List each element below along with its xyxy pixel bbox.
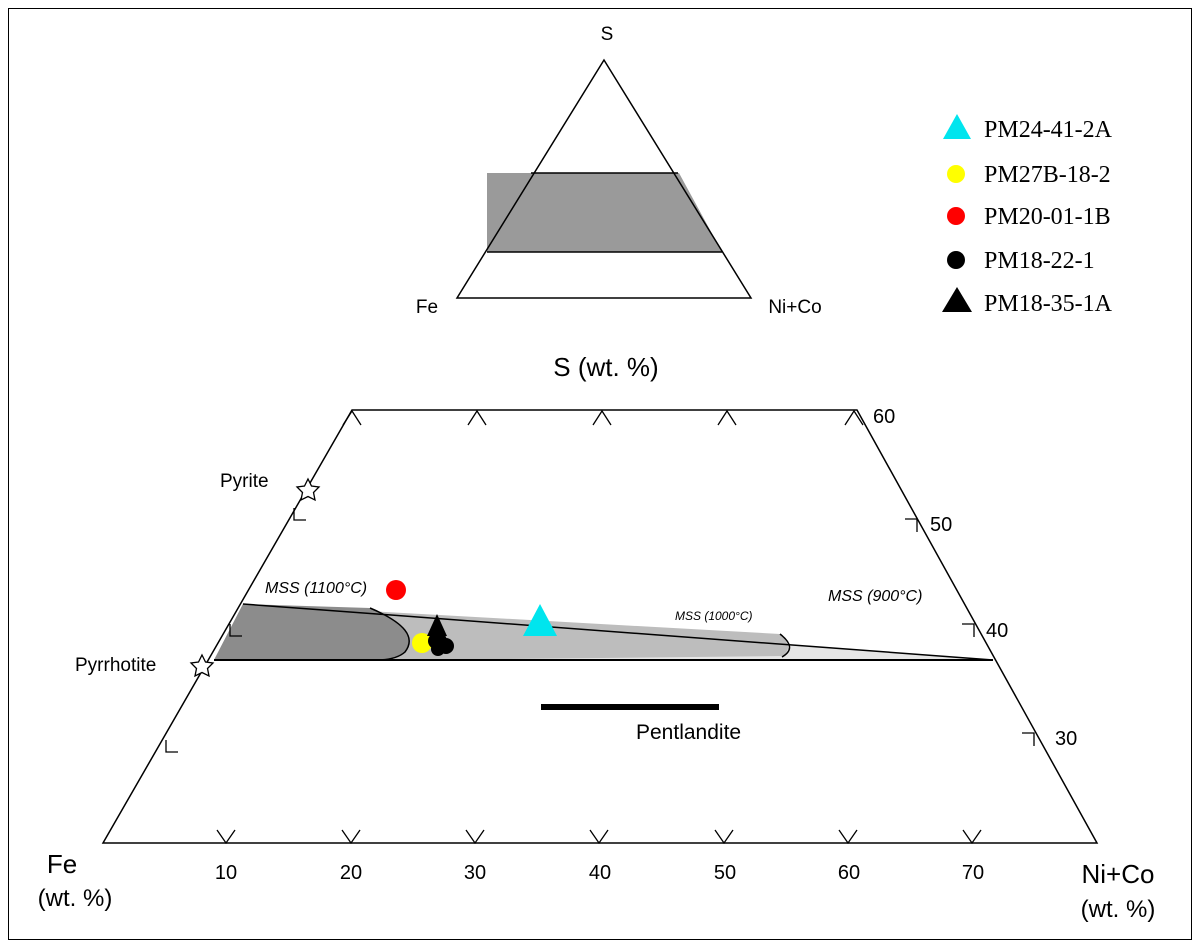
top-edge-ticks — [342, 409, 864, 426]
bottom-tick-label-10: 10 — [215, 862, 237, 884]
mss-1000-boundary — [779, 633, 791, 658]
pyrrhotite-label: Pyrrhotite — [75, 655, 156, 676]
nico-corner-unit: (wt. %) — [1081, 896, 1156, 923]
bottom-tick-label-60: 60 — [838, 862, 860, 884]
sample-pm27b-18-2 — [412, 633, 432, 653]
bottom-tick-label-20: 20 — [340, 862, 362, 884]
inset-ternary: S Fe Ni+Co — [416, 24, 822, 318]
right-edge-ticks — [905, 518, 1035, 746]
figure-frame — [8, 8, 1192, 940]
legend-marker-pm18-22 — [947, 251, 965, 269]
legend-label-pm18-35: PM18-35-1A — [984, 291, 1113, 317]
pentlandite-label: Pentlandite — [636, 721, 741, 744]
sample-pm20-01-1b — [386, 580, 406, 600]
sample-cluster-pm18 — [427, 614, 454, 656]
inset-triangle — [455, 58, 753, 299]
sample-pm18-22-1-c — [431, 642, 445, 656]
legend-marker-pm20 — [947, 207, 965, 225]
legend-label-pm18-22: PM18-22-1 — [984, 248, 1095, 274]
inset-right-label: Ni+Co — [768, 297, 821, 318]
legend-marker-pm24 — [943, 114, 971, 139]
mss-1100-label: MSS (1100°C) — [265, 580, 367, 597]
right-tick-label-30: 30 — [1055, 728, 1077, 750]
legend-label-pm27b: PM27B-18-2 — [984, 162, 1111, 188]
legend: PM24-41-2A PM27B-18-2 PM20-01-1B PM18-22… — [942, 114, 1113, 317]
legend-marker-pm27b — [947, 165, 965, 183]
inset-apex-label: S — [601, 24, 614, 45]
fe-corner-unit: (wt. %) — [38, 885, 113, 912]
main-ternary: S (wt. %) Pyrite Pyrrhotite Pentlandite … — [38, 352, 1156, 923]
pyrrhotite-star-icon — [189, 653, 215, 678]
left-edge-ticks — [165, 508, 306, 753]
pyrite-star-icon — [295, 477, 321, 502]
fe-corner-label: Fe — [47, 849, 77, 879]
nico-corner-label: Ni+Co — [1082, 859, 1155, 889]
bottom-tick-label-40: 40 — [589, 862, 611, 884]
inset-left-label: Fe — [416, 297, 438, 318]
trapezoid-outline — [101, 409, 1099, 844]
mss-1100-field — [214, 604, 409, 661]
right-tick-label-40: 40 — [986, 620, 1008, 642]
legend-label-pm20: PM20-01-1B — [984, 204, 1111, 230]
sample-pm24-41-2a — [523, 604, 557, 636]
bottom-tick-label-50: 50 — [714, 862, 736, 884]
right-tick-label-50: 50 — [930, 514, 952, 536]
bottom-tick-labels: 10 20 30 40 50 60 70 — [215, 862, 984, 884]
inset-composition-band — [487, 173, 722, 252]
right-tick-label-60: 60 — [873, 406, 895, 428]
legend-marker-pm18-35 — [942, 287, 972, 312]
bottom-tick-label-70: 70 — [962, 862, 984, 884]
s-axis-title: S (wt. %) — [553, 352, 658, 382]
mss-upper-boundary — [242, 603, 994, 661]
mss-1000-label: MSS (1000°C) — [675, 609, 753, 623]
legend-label-pm24: PM24-41-2A — [984, 117, 1113, 143]
bottom-tick-label-30: 30 — [464, 862, 486, 884]
mss-900-label: MSS (900°C) — [828, 588, 922, 605]
pyrite-label: Pyrite — [220, 471, 269, 492]
bottom-edge-ticks — [216, 829, 982, 845]
